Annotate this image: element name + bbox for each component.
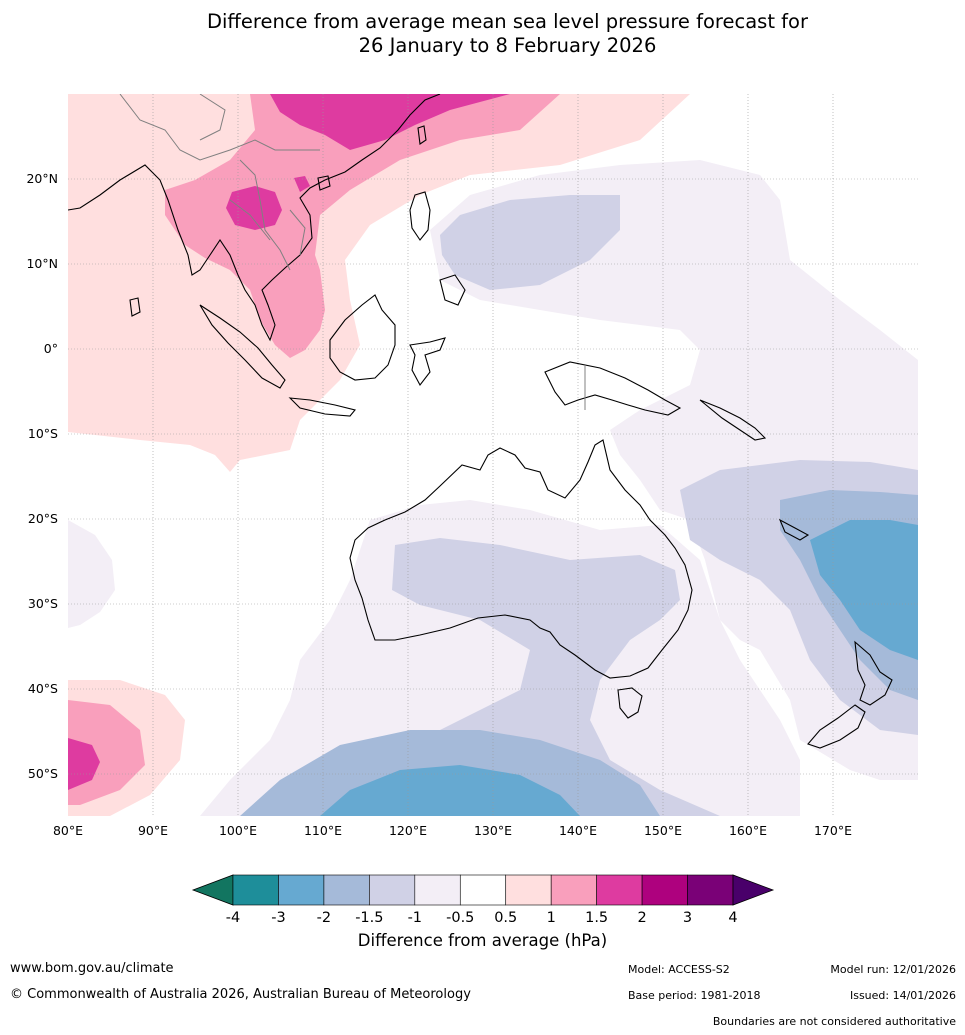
colorbar-tick-label: -1.5 [355,910,383,926]
colorbar-swatch [596,874,643,906]
lon-label-130e: 130°E [474,823,512,838]
coastline-sulawesi [409,337,446,387]
anomaly-region-pos-1 [165,94,560,358]
coastlines [68,94,893,749]
lon-label-90e: 90°E [138,823,168,838]
colorbar-tick-label: 2 [637,910,646,926]
anomaly-region-neg-2-south [320,765,580,816]
colorbar-extend-low [191,874,234,906]
coastline-sri-lanka [129,297,141,317]
graticule [68,94,918,816]
footer-base-period: Base period: 1981-2018 [628,989,761,1002]
coastline-philippines-luzon [409,191,431,241]
footer-disclaimer: Boundaries are not considered authoritat… [712,1015,956,1028]
coastline-new-zealand-north [854,640,893,706]
coastline-new-zealand-south [807,704,866,749]
coastline-java [288,397,356,417]
lon-label-120e: 120°E [389,823,427,838]
coastline-philippines-mindanao [439,274,466,306]
footer-website: www.bom.gov.au/climate [10,961,174,976]
colorbar-tick-label: -1 [408,910,422,926]
colorbar-swatch [459,874,507,906]
colorbar-tick-label: 1.5 [585,910,608,926]
lat-label-50s: 50°S [28,766,58,781]
colorbar-tick-label: 3 [683,910,692,926]
lon-label-160e: 160°E [729,823,767,838]
colorbar-swatch [687,874,734,906]
title-line-1: Difference from average mean sea level p… [207,10,808,33]
lat-label-20s: 20°S [28,511,58,526]
lon-label-100e: 100°E [219,823,257,838]
lat-label-20n: 20°N [26,171,58,186]
colorbar-swatch [278,874,325,906]
colorbar-extend-high [732,874,775,906]
coastline-taiwan [417,125,427,145]
lon-label-140e: 140°E [559,823,597,838]
title-line-2: 26 January to 8 February 2026 [358,34,657,57]
footer-model: Model: ACCESS-S2 [628,963,730,976]
colorbar-tick-label: -4 [226,910,240,926]
lon-label-170e: 170°E [814,823,852,838]
coastline-sumatra [199,304,286,389]
chart-title: Difference from average mean sea level p… [0,10,965,58]
colorbar-swatch [414,874,461,906]
colorbar-tick-label: -3 [271,910,285,926]
lat-label-30s: 30°S [28,596,58,611]
anomaly-region-neg-2-tasman [810,520,918,660]
colorbar-tick-label: 0.5 [494,910,517,926]
colorbar-tick-label: -0.5 [446,910,474,926]
colorbar-swatch [369,874,416,906]
colorbar-tick-label: 4 [728,910,737,926]
coastline-asia-mainland [68,94,441,342]
colorbar-swatch [232,874,279,906]
colorbar-swatch [641,874,688,906]
anomaly-region-neg-1-pacific [440,195,620,290]
coastline-new-guinea [544,361,682,416]
country-borders [119,94,586,410]
coastline-new-caledonia [778,518,810,541]
latitude-labels: 20°N 10°N 0° 10°S 20°S 30°S 40°S 50°S [26,171,58,781]
lat-label-40s: 40°S [28,681,58,696]
map-field [68,94,918,816]
footer-issued: Issued: 14/01/2026 [849,989,956,1002]
colorbar-tick-label: -2 [317,910,331,926]
lon-label-150e: 150°E [644,823,682,838]
lat-label-10n: 10°N [26,256,58,271]
anomaly-region-pos-1.5-indochina [226,186,282,230]
footer-copyright: © Commonwealth of Australia 2026, Austra… [10,987,471,1002]
lon-label-110e: 110°E [304,823,342,838]
colorbar-swatch [323,874,370,906]
coastline-borneo [329,294,396,381]
colorbar-title: Difference from average (hPa) [357,931,608,950]
anomaly-region-pos-1.5-sub-island [294,176,310,192]
anomaly-region-pos-1.5-north [270,94,510,150]
coastline-tasmania [617,687,643,719]
colorbar: -4 -3 -2 -1.5 -1 -0.5 0.5 1 1.5 2 3 4 [191,874,775,926]
longitude-labels: 80°E 90°E 100°E 110°E 120°E 130°E 140°E … [53,823,852,838]
lat-label-0: 0° [44,341,58,356]
lat-label-10s: 10°S [28,426,58,441]
colorbar-tick-label: 1 [547,910,556,926]
anomaly-region-pos-1.5-southwest [68,738,100,790]
coastline-solomons [699,399,767,441]
coastline-australia [349,439,693,679]
lon-label-80e: 80°E [53,823,83,838]
coastline-hainan [317,175,331,191]
footer-model-run: Model run: 12/01/2026 [830,963,956,976]
colorbar-swatch [550,874,597,906]
colorbar-swatch [505,874,552,906]
anomaly-region-neg-0.5-west [68,520,115,628]
